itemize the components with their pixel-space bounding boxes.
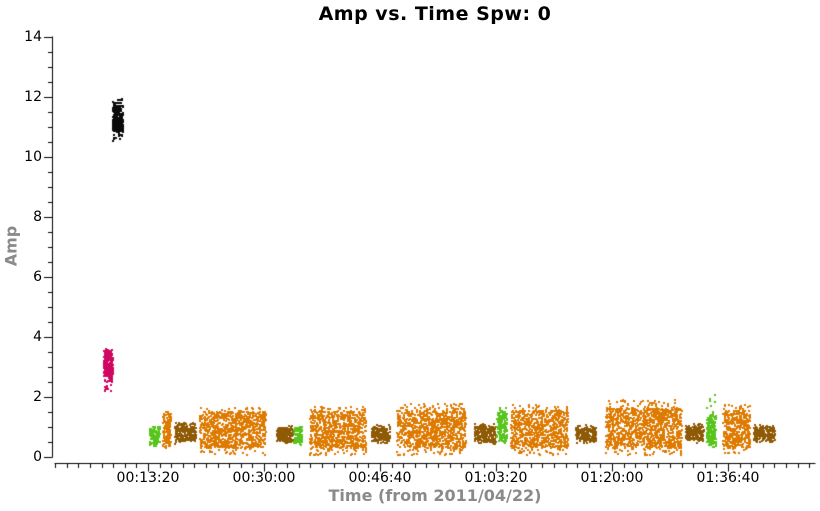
- y-tick-label: 6: [33, 269, 42, 285]
- y-tick-label: 4: [33, 329, 42, 345]
- y-tick-label: 12: [24, 89, 42, 105]
- x-axis-title: Time (from 2011/04/22): [328, 486, 542, 505]
- x-tick-label: 00:13:20: [116, 470, 180, 486]
- x-tick-label: 00:46:40: [348, 470, 412, 486]
- x-tick-label: 01:20:00: [580, 470, 644, 486]
- y-tick-label: 14: [24, 29, 42, 45]
- x-tick-label: 01:03:20: [464, 470, 528, 486]
- y-tick-label: 8: [33, 209, 42, 225]
- y-tick-label: 10: [24, 149, 42, 165]
- x-tick-label: 00:30:00: [232, 470, 296, 486]
- y-tick-label: 0: [33, 449, 42, 465]
- y-tick-label: 2: [33, 389, 42, 405]
- x-tick-label: 01:36:40: [696, 470, 760, 486]
